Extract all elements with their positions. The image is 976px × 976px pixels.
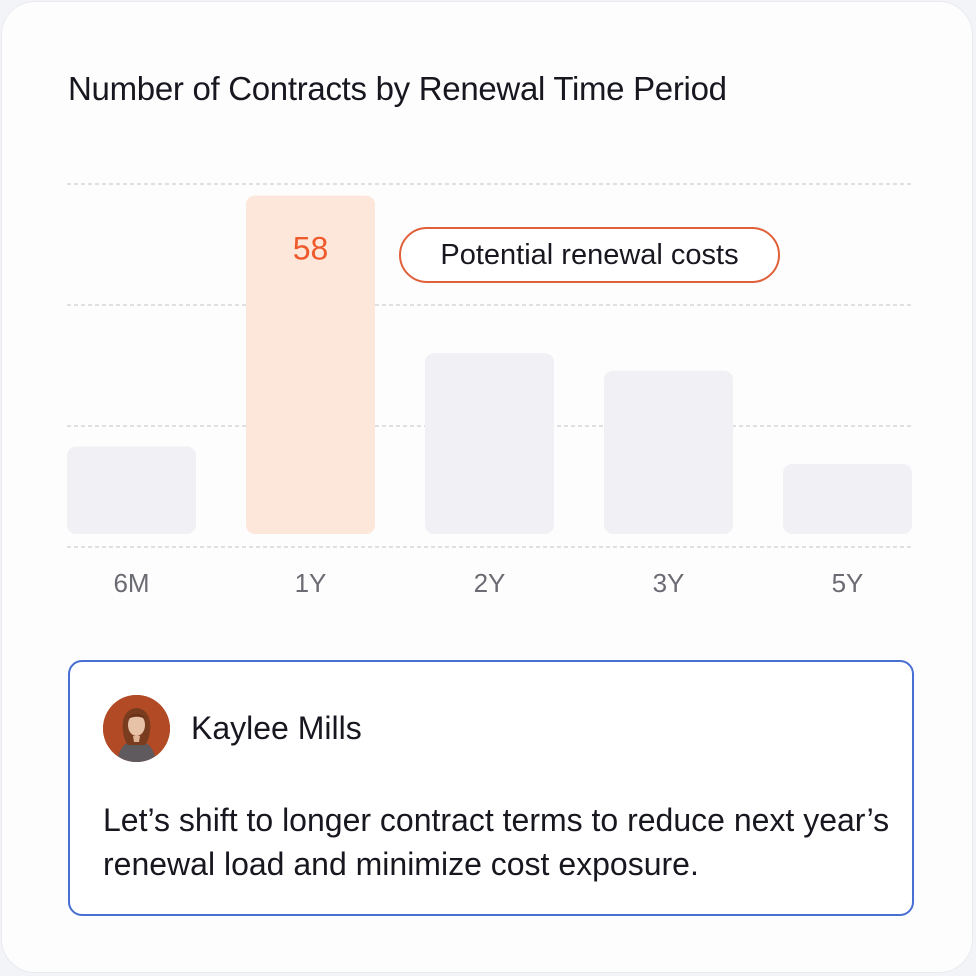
bar-chart: 6M 58 1Y 2Y 3Y 5Y xyxy=(67,183,914,598)
comment-author: Kaylee Mills xyxy=(191,710,362,746)
x-tick-label: 6M xyxy=(113,568,149,598)
x-tick-label: 2Y xyxy=(474,568,506,598)
x-tick-label: 1Y xyxy=(295,568,327,598)
bar-2Y[interactable] xyxy=(425,353,554,534)
x-tick-label: 5Y xyxy=(832,568,864,598)
user-avatar[interactable] xyxy=(103,695,170,762)
annotation-callout: Potential renewal costs xyxy=(399,227,780,283)
bar-value-label: 58 xyxy=(293,231,329,267)
chart-title: Number of Contracts by Renewal Time Peri… xyxy=(68,70,727,107)
bar-6M[interactable] xyxy=(67,446,196,535)
comment-text: Let’s shift to longer contract terms to … xyxy=(103,802,890,882)
bar-1Y[interactable] xyxy=(246,195,375,534)
x-tick-label: 3Y xyxy=(653,568,685,598)
bar-5Y[interactable] xyxy=(783,464,912,534)
bar-3Y[interactable] xyxy=(604,370,733,534)
comment-card: Kaylee Mills Let’s shift to longer contr… xyxy=(68,660,914,916)
